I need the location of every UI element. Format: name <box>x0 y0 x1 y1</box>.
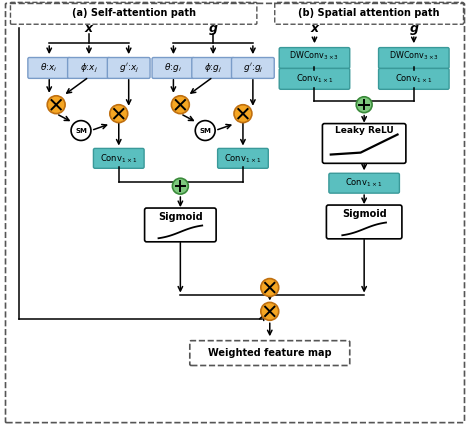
Text: $g'$:$g_j$: $g'$:$g_j$ <box>243 61 263 75</box>
Text: Conv$_{1\times1}$: Conv$_{1\times1}$ <box>395 72 432 85</box>
Circle shape <box>261 302 279 320</box>
Text: DWConv$_{3\times3}$: DWConv$_{3\times3}$ <box>389 50 439 62</box>
Circle shape <box>47 96 65 114</box>
FancyBboxPatch shape <box>152 58 195 78</box>
Text: (a) Self-attention path: (a) Self-attention path <box>71 9 196 18</box>
Text: $\theta$:$x_i$: $\theta$:$x_i$ <box>40 62 58 74</box>
Circle shape <box>172 178 188 194</box>
Circle shape <box>71 121 91 141</box>
Text: Sigmoid: Sigmoid <box>158 212 203 222</box>
Text: $\theta$:$g_i$: $\theta$:$g_i$ <box>164 61 182 75</box>
Text: Conv$_{1\times1}$: Conv$_{1\times1}$ <box>345 177 383 190</box>
Text: DWConv$_{3\times3}$: DWConv$_{3\times3}$ <box>290 50 339 62</box>
Text: x: x <box>85 22 93 35</box>
FancyBboxPatch shape <box>192 58 235 78</box>
FancyBboxPatch shape <box>218 148 268 168</box>
FancyBboxPatch shape <box>94 148 144 168</box>
Text: $\phi$:$g_j$: $\phi$:$g_j$ <box>204 61 222 75</box>
Text: $g'$:$x_j$: $g'$:$x_j$ <box>118 61 139 75</box>
Text: Sigmoid: Sigmoid <box>342 209 386 219</box>
Circle shape <box>110 105 128 123</box>
Circle shape <box>356 97 372 112</box>
Text: Conv$_{1\times1}$: Conv$_{1\times1}$ <box>224 152 262 164</box>
FancyBboxPatch shape <box>145 208 216 242</box>
Text: g: g <box>409 22 418 35</box>
FancyBboxPatch shape <box>329 173 400 193</box>
FancyBboxPatch shape <box>322 124 406 163</box>
FancyBboxPatch shape <box>279 48 350 69</box>
Text: Weighted feature map: Weighted feature map <box>208 348 331 358</box>
FancyBboxPatch shape <box>232 58 274 78</box>
Text: x: x <box>310 22 319 35</box>
Circle shape <box>195 121 215 141</box>
Text: g: g <box>209 22 218 35</box>
Text: Conv$_{1\times1}$: Conv$_{1\times1}$ <box>296 72 333 85</box>
FancyBboxPatch shape <box>28 58 70 78</box>
FancyBboxPatch shape <box>68 58 110 78</box>
FancyBboxPatch shape <box>279 69 350 89</box>
Circle shape <box>261 279 279 296</box>
Circle shape <box>172 96 189 114</box>
Text: SM: SM <box>75 127 87 133</box>
Circle shape <box>234 105 252 123</box>
FancyBboxPatch shape <box>378 48 449 69</box>
Text: SM: SM <box>199 127 211 133</box>
Text: Leaky ReLU: Leaky ReLU <box>335 126 393 135</box>
FancyBboxPatch shape <box>326 205 402 239</box>
Text: (b) Spatial attention path: (b) Spatial attention path <box>298 9 440 18</box>
FancyBboxPatch shape <box>107 58 150 78</box>
Text: Conv$_{1\times1}$: Conv$_{1\times1}$ <box>100 152 137 164</box>
FancyBboxPatch shape <box>378 69 449 89</box>
Text: $\phi$:$x_j$: $\phi$:$x_j$ <box>80 61 98 75</box>
